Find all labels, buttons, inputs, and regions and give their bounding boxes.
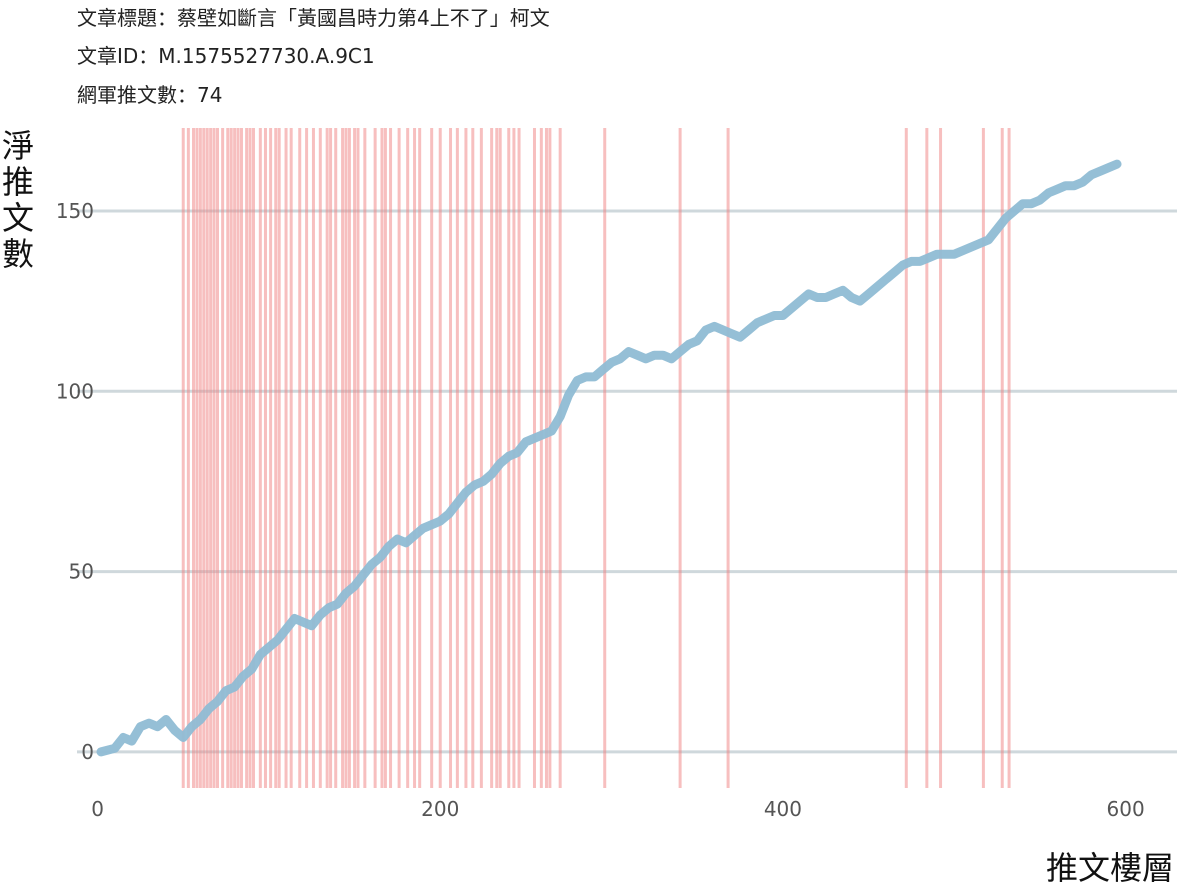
y-axis-label-char: 文 bbox=[1, 199, 34, 237]
x-tick-label: 0 bbox=[91, 797, 104, 821]
x-axis-label: 推文樓層 bbox=[1045, 849, 1174, 887]
y-tick-label: 0 bbox=[81, 740, 94, 764]
x-tick-label: 200 bbox=[421, 797, 459, 821]
y-axis-label-char: 數 bbox=[1, 235, 34, 273]
troll-comment-count: 網軍推文數：74 bbox=[77, 83, 223, 107]
article-id: 文章ID：M.1575527730.A.9C1 bbox=[77, 44, 375, 68]
x-tick-label: 600 bbox=[1107, 797, 1145, 821]
y-tick-label: 50 bbox=[69, 560, 94, 584]
article-title: 文章標題：蔡壁如斷言「黃國昌時力第4上不了」柯文 bbox=[77, 6, 550, 30]
y-axis-label-char: 推 bbox=[1, 163, 34, 201]
x-tick-label: 400 bbox=[764, 797, 802, 821]
y-tick-label: 100 bbox=[56, 379, 94, 403]
y-tick-label: 150 bbox=[56, 199, 94, 223]
y-axis-label-char: 淨 bbox=[1, 127, 34, 165]
net-comment-line bbox=[96, 159, 1122, 757]
y-axis-label: 淨推文數 bbox=[0, 128, 36, 272]
